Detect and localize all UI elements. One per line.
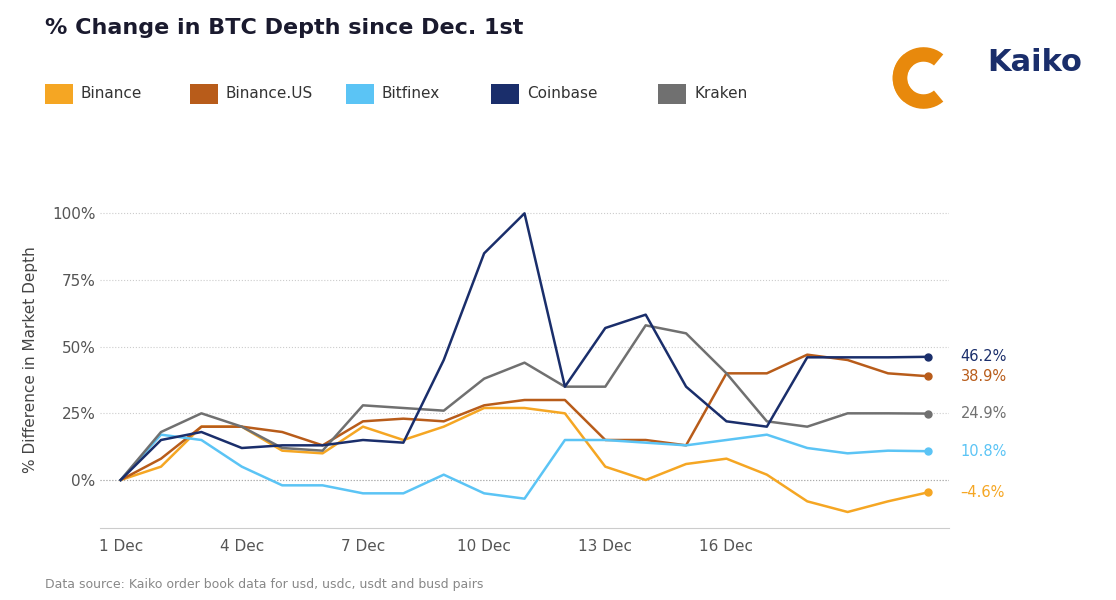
Text: Bitfinex: Bitfinex (382, 86, 440, 101)
Text: Coinbase: Coinbase (527, 86, 597, 101)
Text: –4.6%: –4.6% (961, 485, 1006, 500)
Text: % Change in BTC Depth since Dec. 1st: % Change in BTC Depth since Dec. 1st (45, 18, 523, 38)
Text: 38.9%: 38.9% (961, 369, 1007, 384)
Text: Kaiko: Kaiko (988, 48, 1083, 77)
Text: 10.8%: 10.8% (961, 444, 1007, 458)
Polygon shape (893, 47, 943, 109)
Text: Kraken: Kraken (694, 86, 748, 101)
Polygon shape (893, 55, 913, 101)
Text: 46.2%: 46.2% (961, 349, 1007, 364)
Text: Binance: Binance (80, 86, 142, 101)
Text: Data source: Kaiko order book data for usd, usdc, usdt and busd pairs: Data source: Kaiko order book data for u… (45, 578, 483, 591)
Text: 24.9%: 24.9% (961, 406, 1007, 421)
Y-axis label: % Difference in Market Depth: % Difference in Market Depth (23, 247, 38, 473)
Text: Binance.US: Binance.US (225, 86, 312, 101)
